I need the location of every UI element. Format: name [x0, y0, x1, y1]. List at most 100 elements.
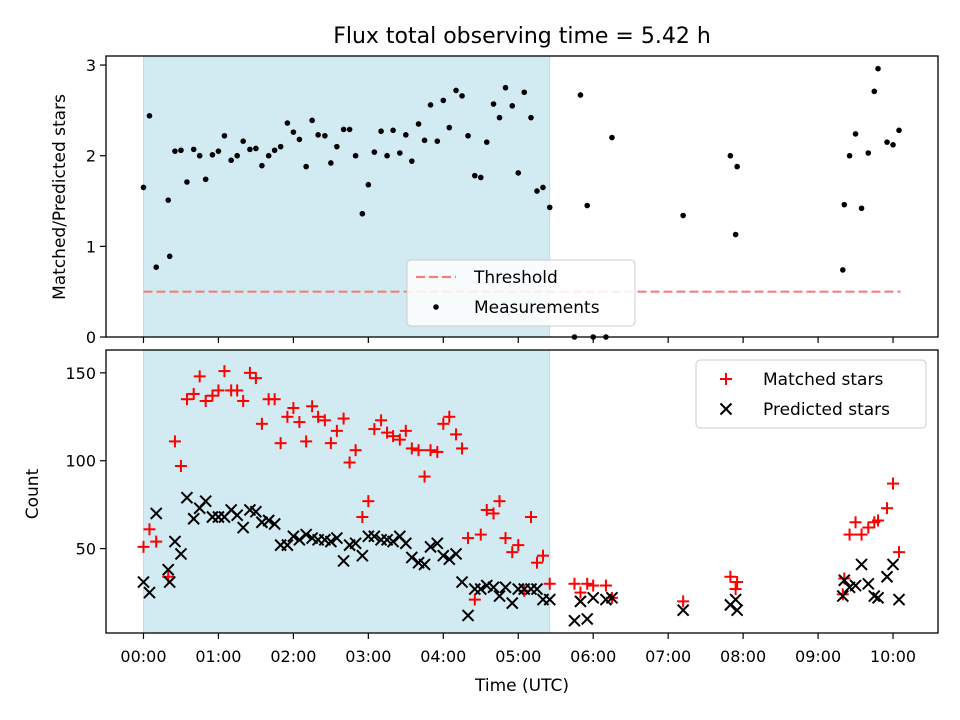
chart-title: Flux total observing time = 5.42 h	[333, 24, 711, 49]
matched-star-point	[487, 507, 500, 520]
matched-star-point	[168, 435, 181, 448]
predicted-star-point	[581, 612, 594, 626]
predicted-star-point-b	[230, 509, 244, 522]
predicted-star-point-b	[487, 581, 500, 594]
predicted-star-point	[729, 593, 742, 606]
predicted-star-point-b	[299, 528, 313, 541]
matched-star-point	[174, 460, 187, 473]
measurement-point	[397, 150, 403, 156]
predicted-star-point	[330, 531, 344, 545]
matched-star-point	[387, 430, 400, 443]
predicted-star-point-b	[262, 514, 275, 527]
matched-star-point	[349, 444, 362, 457]
matched-star-point	[443, 410, 456, 423]
predicted-star-point	[424, 540, 437, 554]
predicted-star-point-b	[243, 503, 257, 517]
matched-star-point	[356, 510, 369, 523]
predicted-star-point	[162, 563, 175, 576]
x-tick-label: 09:00	[795, 647, 841, 666]
measurement-point	[384, 152, 390, 159]
measurement-point	[334, 143, 340, 150]
predicted-star-point-b	[330, 531, 344, 545]
measurement-point	[271, 147, 278, 154]
measurement-point	[540, 184, 546, 191]
predicted-star-point	[587, 591, 600, 605]
predicted-star-point-b	[836, 589, 850, 603]
measurement-point	[247, 146, 253, 153]
matched-star-point	[212, 384, 225, 397]
predicted-star-point-b	[199, 494, 212, 508]
predicted-star-point	[299, 528, 313, 541]
predicted-star-point-b	[605, 591, 619, 605]
matched-star-point	[872, 514, 885, 527]
measurement-point	[521, 89, 528, 96]
measurement-point	[440, 97, 447, 104]
matched-star-point	[543, 577, 556, 590]
matched-star-point	[474, 528, 487, 541]
predicted-star-point-b	[886, 558, 900, 571]
predicted-star-point	[886, 558, 900, 571]
top-axes-frame	[105, 55, 939, 338]
x-tick-label: 03:00	[345, 647, 391, 666]
matched-star-point	[137, 540, 150, 553]
matched-star-point	[293, 416, 306, 429]
predicted-star-point-b	[461, 609, 475, 622]
legend-predicted-label: Predicted stars	[763, 400, 890, 420]
measurement-point	[409, 158, 415, 164]
predicted-star-point	[868, 589, 881, 603]
predicted-star-point-b	[137, 575, 150, 589]
matched-star-point	[506, 546, 519, 559]
predicted-star-point	[287, 530, 300, 543]
measurement-point	[471, 172, 478, 179]
x-axis-label: Time (UTC)	[474, 676, 569, 696]
matched-star-point	[180, 393, 193, 406]
predicted-star-point-b	[249, 505, 263, 518]
x-tick-label: 06:00	[570, 647, 616, 666]
matched-star-point	[318, 414, 331, 427]
measurement-point	[221, 132, 228, 139]
predicted-star-point	[838, 574, 851, 587]
predicted-star-point	[168, 535, 182, 548]
measurement-point	[446, 124, 453, 131]
top-y-tick-label: 3	[86, 56, 96, 75]
predicted-star-point	[880, 570, 894, 583]
predicted-star-point-b	[880, 570, 894, 583]
legend-predicted-swatch-b	[719, 402, 733, 416]
x-tick-label: 04:00	[420, 647, 466, 666]
matched-star-point	[312, 410, 325, 423]
predicted-star-point-b	[162, 563, 175, 576]
measurement-point	[328, 160, 334, 166]
measurement-point	[871, 88, 878, 95]
matched-star-point	[249, 372, 262, 385]
predicted-star-point-b	[493, 589, 506, 603]
predicted-star-point	[262, 514, 275, 527]
measurement-point	[165, 197, 172, 203]
matched-star-point	[587, 579, 600, 592]
measurement-point	[734, 163, 740, 170]
predicted-star-point-b	[474, 582, 487, 596]
matched-star-point	[893, 546, 906, 559]
predicted-star-point-b	[174, 547, 188, 561]
measurement-point	[352, 152, 359, 159]
predicted-star-point-b	[868, 589, 881, 603]
measurement-point	[465, 132, 471, 139]
measurement-point	[403, 132, 409, 138]
measurement-point	[234, 152, 240, 159]
matched-star-point	[287, 402, 300, 415]
matched-star-point	[274, 437, 287, 450]
measurement-point	[459, 93, 465, 99]
matched-star-point	[412, 444, 425, 457]
predicted-star-point-b	[324, 535, 338, 548]
predicted-star-point	[431, 537, 444, 550]
measurement-point	[477, 174, 484, 181]
matched-star-point	[881, 502, 894, 515]
predicted-star-point	[268, 517, 281, 531]
measurement-point	[609, 134, 615, 141]
predicted-star-point	[180, 491, 194, 504]
predicted-star-point	[676, 603, 690, 617]
matched-star-point	[836, 588, 849, 601]
predicted-star-point-b	[424, 540, 437, 554]
legend-measurements-swatch	[433, 304, 439, 310]
matched-star-point	[843, 528, 856, 541]
